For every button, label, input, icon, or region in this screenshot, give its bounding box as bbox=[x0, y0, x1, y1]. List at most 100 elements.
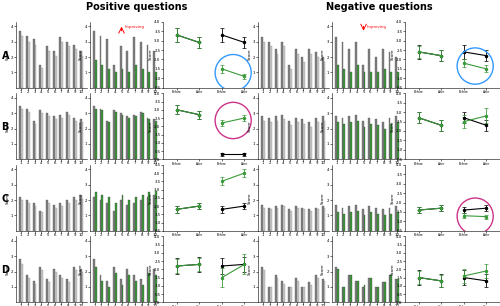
Bar bbox=[113, 267, 115, 302]
Bar bbox=[377, 125, 379, 159]
Bar bbox=[21, 200, 23, 231]
Bar bbox=[75, 49, 76, 88]
Bar bbox=[94, 60, 96, 88]
Bar bbox=[80, 51, 82, 88]
X-axis label: Questions: Questions bbox=[356, 167, 377, 171]
Bar bbox=[142, 113, 144, 159]
Bar bbox=[68, 282, 70, 302]
Bar bbox=[126, 205, 128, 231]
Bar bbox=[28, 203, 29, 231]
Bar bbox=[135, 281, 137, 302]
Bar bbox=[122, 115, 124, 159]
Bar bbox=[336, 65, 338, 88]
Bar bbox=[153, 119, 155, 159]
Bar bbox=[308, 49, 310, 88]
Bar bbox=[102, 110, 103, 159]
Bar bbox=[315, 208, 317, 231]
Bar bbox=[317, 209, 318, 231]
Bar bbox=[142, 196, 144, 231]
Y-axis label: Score: Score bbox=[391, 263, 395, 275]
Bar bbox=[344, 214, 345, 231]
Y-axis label: Score: Score bbox=[248, 192, 252, 203]
Bar bbox=[357, 65, 358, 88]
Bar bbox=[377, 214, 379, 231]
Bar bbox=[261, 267, 263, 302]
Bar bbox=[60, 275, 62, 302]
Bar bbox=[26, 275, 28, 302]
Bar bbox=[324, 121, 326, 159]
Bar bbox=[26, 35, 28, 88]
Bar bbox=[102, 196, 103, 231]
Bar bbox=[350, 122, 352, 159]
Bar bbox=[66, 279, 68, 302]
Bar bbox=[28, 112, 29, 159]
Bar bbox=[41, 212, 43, 231]
Bar bbox=[282, 281, 283, 302]
Y-axis label: Score: Score bbox=[391, 192, 395, 203]
Y-axis label: Score: Score bbox=[391, 49, 395, 61]
Bar bbox=[290, 211, 292, 231]
Bar bbox=[108, 122, 110, 159]
Bar bbox=[46, 279, 48, 302]
X-axis label: Questions: Questions bbox=[114, 238, 135, 242]
Bar bbox=[148, 73, 150, 88]
Bar bbox=[388, 208, 390, 231]
Bar bbox=[388, 52, 390, 88]
Bar bbox=[115, 112, 116, 159]
Bar bbox=[357, 281, 358, 302]
Bar bbox=[60, 203, 62, 231]
Bar bbox=[106, 121, 108, 159]
X-axis label: Questions: Questions bbox=[356, 95, 377, 99]
Y-axis label: Score: Score bbox=[79, 49, 83, 61]
Bar bbox=[397, 73, 399, 88]
Bar bbox=[342, 287, 344, 302]
Bar bbox=[108, 197, 110, 231]
Bar bbox=[68, 46, 70, 88]
Bar bbox=[34, 45, 36, 88]
Bar bbox=[390, 275, 392, 302]
Bar bbox=[276, 278, 278, 302]
Bar bbox=[128, 200, 130, 231]
Bar bbox=[140, 279, 141, 302]
Bar bbox=[335, 116, 336, 159]
Bar bbox=[93, 259, 94, 302]
Bar bbox=[80, 269, 82, 302]
Bar bbox=[128, 73, 130, 88]
Bar bbox=[322, 57, 324, 88]
Bar bbox=[28, 42, 29, 88]
Bar bbox=[108, 69, 110, 88]
Bar bbox=[113, 211, 115, 231]
Bar bbox=[308, 209, 310, 231]
Bar bbox=[93, 106, 94, 159]
Bar bbox=[304, 124, 306, 159]
Bar bbox=[268, 287, 270, 302]
Bar bbox=[296, 208, 298, 231]
Bar bbox=[106, 39, 108, 88]
Bar bbox=[375, 287, 377, 302]
Text: C: C bbox=[2, 194, 9, 204]
Bar bbox=[335, 267, 336, 302]
Bar bbox=[268, 208, 270, 231]
X-axis label: Questions: Questions bbox=[41, 238, 62, 242]
Bar bbox=[322, 206, 324, 231]
Bar bbox=[75, 200, 76, 231]
Bar bbox=[388, 118, 390, 159]
Bar bbox=[34, 124, 36, 159]
Bar bbox=[62, 42, 64, 88]
Y-axis label: Score: Score bbox=[321, 263, 325, 275]
X-axis label: Questions: Questions bbox=[41, 167, 62, 171]
Bar bbox=[102, 65, 103, 88]
Bar bbox=[82, 122, 84, 159]
Bar bbox=[46, 46, 48, 88]
Text: Positive questions: Positive questions bbox=[86, 2, 188, 12]
Y-axis label: Score: Score bbox=[79, 263, 83, 275]
Bar bbox=[133, 203, 135, 231]
Text: Improving: Improving bbox=[125, 25, 145, 29]
Bar bbox=[126, 269, 128, 302]
Bar bbox=[155, 275, 157, 302]
Bar bbox=[62, 206, 64, 231]
Bar bbox=[148, 192, 150, 231]
Bar bbox=[113, 110, 115, 159]
Bar bbox=[364, 73, 366, 88]
Bar bbox=[32, 281, 34, 302]
